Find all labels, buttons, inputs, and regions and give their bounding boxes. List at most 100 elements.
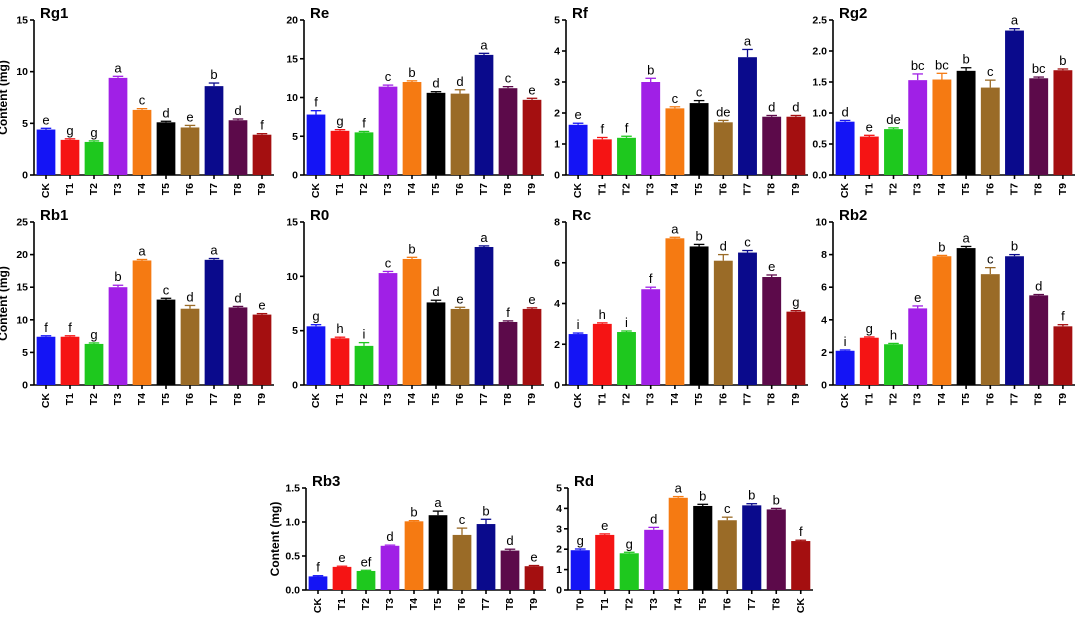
y-tick-label: 10: [16, 66, 28, 78]
significance-label: c: [724, 501, 731, 516]
significance-label: b: [408, 65, 415, 80]
x-tick-label: T6: [184, 183, 196, 195]
significance-label: f: [316, 560, 320, 575]
significance-label: h: [599, 307, 606, 322]
bar-t5: [956, 248, 976, 385]
x-tick-label: T3: [384, 598, 396, 610]
bar-t6: [450, 308, 470, 385]
significance-label: g: [792, 295, 799, 310]
significance-label: c: [459, 512, 466, 527]
y-tick-label: 1.0: [812, 108, 827, 120]
x-tick-label: T5: [697, 598, 709, 610]
y-tick-label: 5: [556, 483, 562, 495]
x-tick-label: CK: [40, 393, 52, 409]
significance-label: b: [210, 67, 217, 82]
panel-title: R0: [310, 207, 329, 224]
x-tick-label: T6: [184, 393, 196, 405]
y-tick-label: 0: [292, 170, 298, 182]
significance-label: g: [866, 321, 873, 336]
x-tick-label: T8: [1033, 183, 1045, 195]
x-tick-label: T4: [669, 393, 681, 405]
x-tick-label: T9: [528, 598, 540, 610]
y-tick-label: 0: [22, 170, 28, 182]
significance-label: i: [625, 315, 628, 330]
y-tick-label: 1.5: [812, 77, 827, 89]
bar-t9: [1053, 326, 1073, 385]
bar-t5: [689, 103, 709, 175]
x-tick-label: T4: [136, 183, 148, 195]
panel-title: Rg1: [40, 5, 68, 22]
x-tick-label: T7: [208, 183, 220, 195]
x-tick-label: T6: [717, 393, 729, 405]
significance-label: a: [210, 243, 218, 258]
x-tick-label: T2: [360, 598, 372, 610]
x-tick-label: T4: [672, 598, 684, 610]
y-tick-label: 20: [16, 249, 28, 261]
chart-panel-rf: Rf 0 1 2 3 4 5 e CK f T1 f T2 b T3 c T4 c T5 de T6 a T7 d T8 d T9: [554, 5, 808, 198]
x-tick-label: T1: [596, 183, 608, 195]
bar-t7: [204, 259, 224, 385]
y-tick-label: 20: [286, 15, 298, 27]
bar-t2: [884, 344, 903, 385]
bar-t3: [644, 529, 664, 590]
x-tick-label: T7: [478, 183, 490, 195]
x-tick-label: T1: [336, 598, 348, 610]
bar-t7: [738, 57, 757, 176]
bar-t3: [378, 273, 398, 385]
bar-t7: [738, 252, 757, 385]
x-tick-label: T6: [454, 183, 466, 195]
bar-t9: [252, 314, 272, 385]
bar-t1: [595, 534, 615, 590]
bar-t5: [156, 122, 176, 175]
significance-label: e: [530, 550, 537, 565]
significance-label: e: [528, 82, 535, 97]
y-tick-label: 15: [286, 217, 298, 229]
significance-label: b: [699, 488, 706, 503]
significance-label: c: [987, 64, 994, 79]
bar-t4: [402, 258, 422, 385]
y-tick-label: 0: [554, 380, 560, 392]
y-tick-label: 2: [821, 347, 827, 359]
x-tick-label: CK: [839, 393, 851, 409]
significance-label: e: [574, 107, 581, 122]
chart-panel-rg1: Rg1 Content (mg) 0 5 10 15 e CK g T1 g T2 a T3 c T4 d T5 e…: [0, 5, 274, 198]
bar-t7: [1005, 256, 1024, 385]
significance-label: a: [1011, 13, 1019, 28]
significance-label: d: [720, 239, 727, 254]
bar-t8: [228, 307, 248, 385]
x-tick-label: T2: [358, 183, 370, 195]
x-tick-label: T2: [88, 183, 100, 195]
bar-t4: [932, 256, 952, 385]
y-tick-label: 4: [821, 314, 827, 326]
bar-t6: [713, 122, 733, 175]
bar-ck: [36, 336, 56, 385]
x-tick-label: T9: [256, 393, 268, 405]
bar-t1: [859, 337, 879, 385]
x-tick-label: T5: [430, 393, 442, 405]
x-tick-label: T1: [64, 393, 76, 405]
significance-label: de: [886, 112, 900, 127]
bar-t4: [932, 79, 952, 175]
x-tick-label: T2: [88, 393, 100, 405]
bar-t4: [404, 521, 424, 590]
bar-t3: [641, 82, 661, 175]
significance-label: g: [312, 309, 319, 324]
bar-ck: [36, 129, 56, 175]
significance-label: a: [138, 243, 146, 258]
y-tick-label: 2: [556, 544, 562, 556]
bar-t1: [330, 338, 350, 385]
x-tick-label: T8: [502, 183, 514, 195]
bar-t3: [908, 80, 928, 175]
x-tick-label: T3: [112, 393, 124, 405]
x-tick-label: T8: [232, 183, 244, 195]
significance-label: b: [408, 241, 415, 256]
significance-label: c: [505, 71, 512, 86]
x-tick-label: T3: [912, 183, 924, 195]
x-tick-label: CK: [839, 183, 851, 199]
bar-t2: [354, 345, 374, 385]
x-tick-label: T9: [526, 393, 538, 405]
bar-t2: [884, 129, 903, 175]
bar-t6: [980, 87, 1000, 175]
bar-ck: [308, 576, 328, 590]
